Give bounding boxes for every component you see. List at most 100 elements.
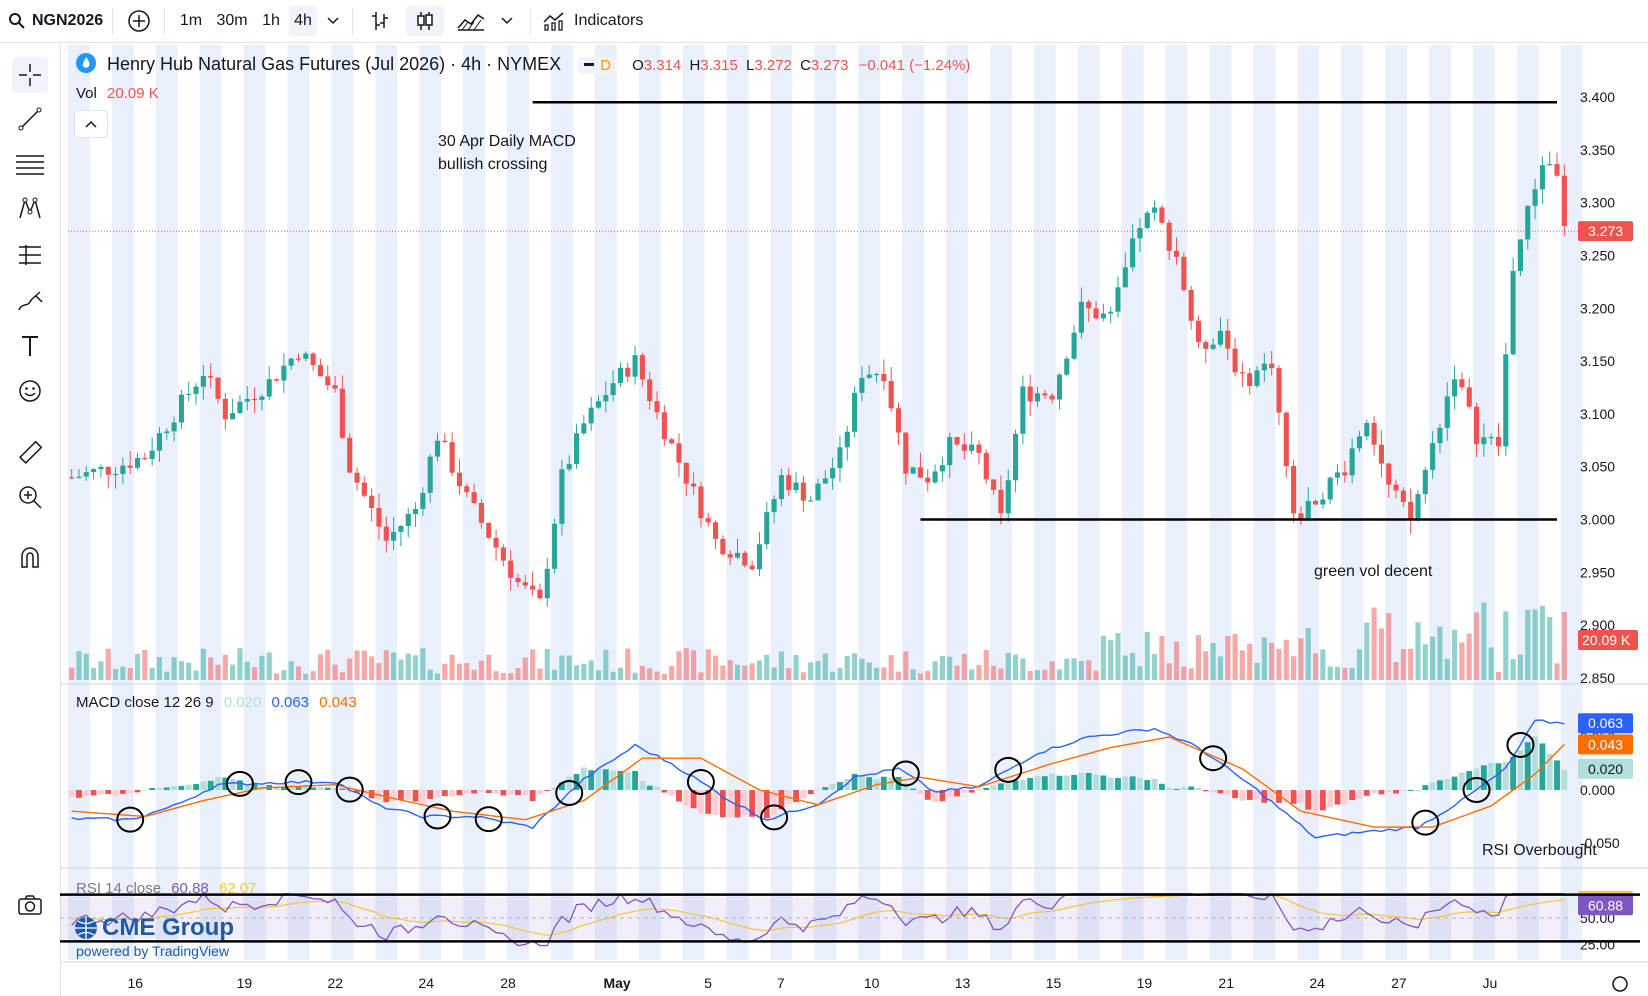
session-band [1033,45,1056,960]
session-band [946,45,968,960]
interval-1h[interactable]: 1h [262,12,280,29]
interval-4h[interactable]: 4h [289,6,317,36]
annotation-rsi[interactable]: RSI Overbought [1482,842,1597,859]
macd-histogram-bar [654,786,660,790]
macd-histogram-bar [1554,760,1560,790]
volume-bar [1313,653,1319,680]
candle-body [1115,287,1121,312]
last-volume-label: 20.09 K [1582,632,1631,648]
session-band [111,45,134,960]
volume-bar [339,672,345,680]
text-tool[interactable] [12,328,48,364]
candle-body [595,401,602,408]
interval-1m[interactable]: 1m [179,12,203,29]
volume-bar [603,649,609,680]
indicators-button[interactable]: Indicators [542,6,643,36]
macd-line-value: 0.063 [271,694,310,711]
brush-tool[interactable] [12,283,48,319]
macd-histogram-bar [1341,790,1348,805]
price-tick-label: 3.200 [1580,300,1615,316]
candle-body [661,412,667,440]
emoji-tool[interactable] [12,373,48,409]
macd-histogram-bar [1100,775,1107,790]
candle-body [1254,370,1260,386]
symbol-search[interactable]: NGN2026 [8,6,103,36]
volume-bar [595,670,602,680]
crosshair-tool[interactable] [12,57,48,93]
annotation-volume[interactable]: green vol decent [1314,563,1433,580]
volume-bar [1305,627,1311,680]
volume-bar [464,663,470,680]
pattern-tool[interactable] [12,191,48,227]
volume-bar [325,649,331,680]
macd-histogram-bar [76,790,82,798]
session-band [331,45,354,960]
session-band [726,45,749,960]
macd-histogram-bar [529,790,536,802]
macd-histogram-bar [544,790,551,791]
candle-body [749,565,755,570]
bar-style-button[interactable] [364,6,396,36]
interval-30m[interactable]: 30m [216,12,248,29]
macd-circle-marker [1411,809,1440,836]
magnet-tool[interactable] [12,540,48,576]
candle-body [1291,466,1297,514]
volume-bar [332,664,338,680]
annotation-macd-line1[interactable]: 30 Apr Daily MACD [438,133,576,150]
area-style-button[interactable] [454,6,488,36]
trend-line-tool[interactable] [12,101,48,137]
volume-bar [1400,649,1406,680]
macd-histogram-bar [1268,790,1275,802]
macd-circle-marker [1199,745,1228,772]
forecast-tool[interactable] [12,237,48,273]
macd-histogram-bar [1473,768,1480,790]
volume-bar [478,660,484,680]
candle-body [1313,501,1319,505]
screenshot-button[interactable] [12,887,48,923]
candle-body [888,381,894,409]
fib-tool[interactable] [12,147,48,183]
candle-body [1408,501,1414,520]
measure-tool[interactable] [12,435,48,471]
macd-histogram-bar [595,768,602,790]
volume-bar [1100,635,1106,680]
volume-bar [317,654,323,680]
collapse-legend-button[interactable] [74,110,108,138]
candle-body [683,462,689,484]
compare-symbol-button[interactable] [124,6,154,36]
volume-bar [1364,622,1370,680]
candle-body [610,383,616,396]
macd-histogram-bar [646,785,653,790]
session-band [1121,45,1144,960]
candles-style-button[interactable] [406,6,444,36]
interval-dropdown[interactable] [322,6,344,36]
macd-histogram-bar [683,790,690,806]
candle-body [1217,330,1223,345]
macd-circle-marker [225,770,254,797]
chevron-down-icon [501,17,513,25]
macd-histogram-bar [1224,790,1231,795]
candle-body [1100,313,1106,319]
zoom-tool[interactable] [12,479,48,515]
macd-histogram-bar [1437,780,1443,790]
macd-histogram-bar [712,790,719,815]
timeframe-badge[interactable]: D [578,57,618,74]
macd-histogram-bar [851,773,858,790]
chart-type-dropdown[interactable] [496,6,518,36]
candle-body [1356,436,1363,449]
macd-histogram-bar [1327,790,1334,808]
projection-icon [19,245,41,265]
candle-body [530,585,536,590]
open-value: 3.314 [643,57,682,74]
magnet-icon [21,547,39,568]
macd-histogram-bar [1480,765,1487,790]
candle-body [1459,379,1465,388]
candle-body [1371,422,1377,445]
candle-body [383,526,389,541]
chart-title[interactable]: Henry Hub Natural Gas Futures (Jul 2026)… [107,54,562,74]
annotation-macd-line2[interactable]: bullish crossing [438,156,548,173]
macd-circle-marker [1462,777,1491,803]
volume-bar [83,653,89,680]
volume-bar [76,651,82,680]
time-tick-label: May [603,975,630,991]
